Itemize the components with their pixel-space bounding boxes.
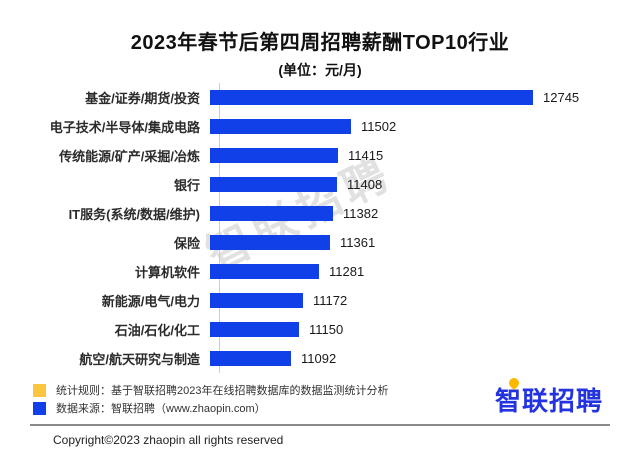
legend-row-data-source: 数据来源：智联招聘（www.zhaopin.com） (33, 401, 388, 415)
chart-unit-subtitle: (单位：元/月) (278, 62, 362, 78)
value-label: 11361 (340, 235, 376, 250)
y-axis-line (219, 83, 220, 373)
category-label: 银行 (173, 178, 200, 193)
value-label: 11415 (348, 148, 384, 163)
bar (210, 293, 303, 308)
value-label: 11502 (361, 119, 397, 134)
category-label: IT服务(系统/数据/维护) (68, 207, 200, 222)
chart-row: 计算机软件 11281 (30, 257, 630, 286)
bar (210, 351, 291, 366)
stat-rule-swatch (33, 383, 46, 397)
category-label: 石油/石化/化工 (114, 323, 200, 338)
zhaopin-logo-text: 智联招聘 (495, 386, 604, 416)
category-label: 计算机软件 (134, 265, 200, 280)
value-label: 11382 (343, 206, 379, 221)
bar (210, 177, 337, 192)
data-source-text: 数据来源：智联招聘（www.zhaopin.com） (56, 403, 266, 415)
bar (210, 148, 338, 163)
bar (210, 264, 319, 279)
category-label: 电子技术/半导体/集成电路 (49, 120, 200, 135)
category-label: 基金/证券/期货/投资 (85, 91, 200, 106)
category-label: 保险 (173, 236, 200, 251)
chart-row: IT服务(系统/数据/维护) 11382 (30, 199, 630, 228)
value-label: 12745 (543, 90, 580, 105)
chart-row: 石油/石化/化工 11150 (30, 315, 630, 344)
category-label: 新能源/电气/电力 (101, 294, 200, 309)
bar (210, 119, 351, 134)
bar (210, 90, 533, 105)
value-label: 11150 (309, 322, 344, 337)
category-label: 传统能源/矿产/采掘/冶炼 (59, 149, 200, 164)
chart-row: 银行 11408 (30, 170, 630, 199)
value-label: 11281 (329, 264, 365, 279)
zhaopin-logo: 智联招聘 (495, 375, 604, 418)
legend-row-stat-rule: 统计规则：基于智联招聘2023年在线招聘数据库的数据监测统计分析 (33, 383, 388, 397)
value-label: 11408 (347, 177, 383, 192)
chart-title: 2023年春节后第四周招聘薪酬TOP10行业 (130, 32, 510, 54)
stat-rule-text: 统计规则：基于智联招聘2023年在线招聘数据库的数据监测统计分析 (56, 385, 389, 397)
bar (210, 322, 299, 337)
footer-divider (30, 424, 610, 426)
bar-chart: 基金/证券/期货/投资 12745 电子技术/半导体/集成电路 11502 传统… (30, 83, 630, 373)
chart-row: 电子技术/半导体/集成电路 11502 (30, 112, 630, 141)
bar (210, 206, 333, 221)
data-source-swatch (33, 401, 46, 415)
category-label: 航空/航天研究与制造 (79, 352, 200, 367)
value-label: 11172 (313, 293, 348, 308)
chart-row: 保险 11361 (30, 228, 630, 257)
value-label: 11092 (301, 351, 337, 366)
chart-row: 新能源/电气/电力 11172 (30, 286, 630, 315)
copyright-text: Copyright©2023 zhaopin all rights reserv… (53, 433, 284, 447)
footnote-legend: 统计规则：基于智联招聘2023年在线招聘数据库的数据监测统计分析 数据来源：智联… (33, 383, 388, 419)
chart-row: 传统能源/矿产/采掘/冶炼 11415 (30, 141, 630, 170)
bar (210, 235, 330, 250)
chart-row: 航空/航天研究与制造 11092 (30, 344, 630, 373)
chart-row: 基金/证券/期货/投资 12745 (30, 83, 630, 112)
